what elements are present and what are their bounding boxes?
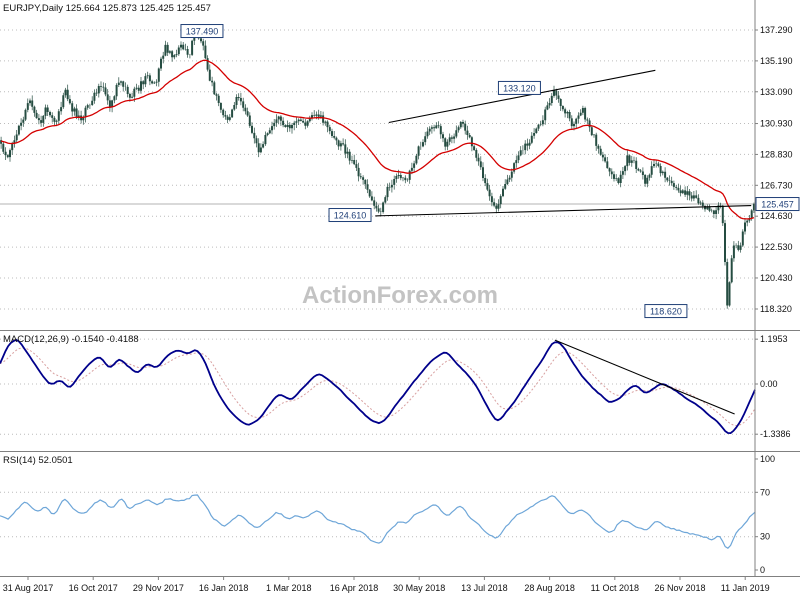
moving-average-line — [0, 59, 755, 220]
price-axis-label: 126.730 — [760, 180, 793, 190]
rsi-axis-label: 0 — [760, 565, 765, 575]
candlestick-wicks — [0, 25, 755, 309]
macd-main-line — [0, 338, 756, 435]
chart-title: EURJPY,Daily 125.664 125.873 125.425 125… — [3, 3, 211, 14]
price-annotation-box — [180, 24, 224, 39]
x-axis-label: 30 May 2018 — [393, 583, 445, 593]
price-annotation-label: 124.610 — [334, 211, 367, 221]
x-axis-label: 29 Nov 2017 — [133, 583, 184, 593]
macd-axis-label: 0.00 — [760, 379, 778, 389]
x-axis-label: 11 Oct 2018 — [591, 583, 639, 593]
rsi-label: RSI(14) 52.0501 — [3, 455, 73, 466]
price-axis-label: 122.530 — [760, 242, 793, 252]
price-axis-label: 124.630 — [760, 211, 793, 221]
x-axis-label: 16 Apr 2018 — [330, 583, 379, 593]
current-price-box — [755, 197, 800, 212]
x-axis-label: 28 Aug 2018 — [524, 583, 575, 593]
x-axis-label: 31 Aug 2017 — [3, 583, 54, 593]
price-annotation-label: 118.620 — [650, 307, 682, 317]
price-axis-label: 130.930 — [760, 119, 793, 129]
rsi-line — [0, 494, 756, 549]
x-axis-label: 11 Jan 2019 — [721, 583, 770, 593]
price-axis-label: 118.320 — [760, 304, 792, 314]
macd-signal-line — [0, 347, 756, 427]
price-annotation-box — [328, 208, 372, 223]
price-axis-label: 120.430 — [760, 273, 793, 283]
candlestick-bodies — [0, 28, 755, 306]
price-annotation-box — [497, 80, 541, 95]
price-annotation-label: 133.120 — [503, 83, 536, 93]
price-axis-label: 128.830 — [760, 149, 793, 159]
trendline — [375, 205, 752, 217]
macd-axis-label: -1.3386 — [760, 429, 791, 439]
x-axis-label: 1 Mar 2018 — [266, 583, 312, 593]
price-axis-label: 135.190 — [760, 56, 793, 66]
current-price-label: 125.457 — [761, 200, 794, 210]
rsi-axis-label: 70 — [760, 487, 770, 497]
rsi-axis-label: 100 — [760, 454, 775, 464]
price-axis-label: 133.090 — [760, 87, 793, 97]
watermark: ActionForex.com — [302, 282, 498, 309]
rsi-axis-label: 30 — [760, 532, 770, 542]
price-axis-label: 137.290 — [760, 25, 793, 35]
price-annotation-box — [644, 304, 688, 319]
trendline — [388, 69, 656, 124]
x-axis-label: 26 Nov 2018 — [654, 583, 705, 593]
x-axis-label: 13 Jul 2018 — [461, 583, 508, 593]
x-axis-label: 16 Oct 2017 — [69, 583, 118, 593]
macd-axis-label: 1.1953 — [760, 334, 788, 344]
x-axis-label: 16 Jan 2018 — [199, 583, 249, 593]
macd-label: MACD(12,26,9) -0.1540 -0.4188 — [3, 334, 139, 345]
price-annotation-label: 137.490 — [186, 27, 219, 37]
macd-trendline — [554, 339, 735, 415]
